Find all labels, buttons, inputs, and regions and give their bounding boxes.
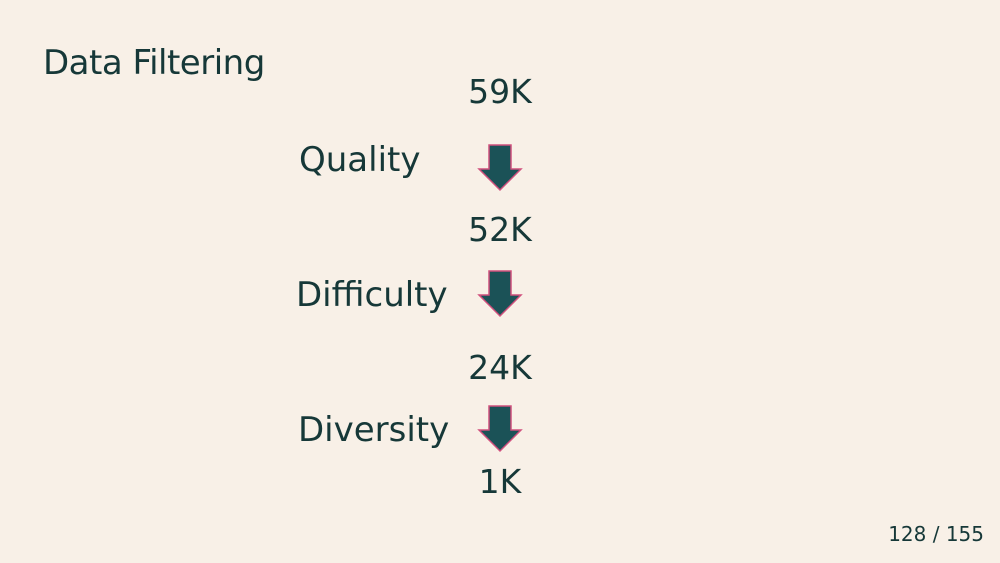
count-stage-3: 24K [468,348,532,387]
slide-title: Data Filtering [43,43,265,83]
step-label-difficulty: Difficulty [296,275,448,315]
page-indicator: 128 / 155 [888,522,984,546]
count-stage-1: 59K [468,72,532,111]
step-label-diversity: Diversity [298,410,450,450]
arrow-down-icon [477,405,523,453]
arrow-down-icon [477,144,523,192]
step-label-quality: Quality [299,140,421,180]
count-stage-2: 52K [468,210,532,249]
count-stage-4: 1K [478,462,522,501]
arrow-down-icon [477,270,523,318]
